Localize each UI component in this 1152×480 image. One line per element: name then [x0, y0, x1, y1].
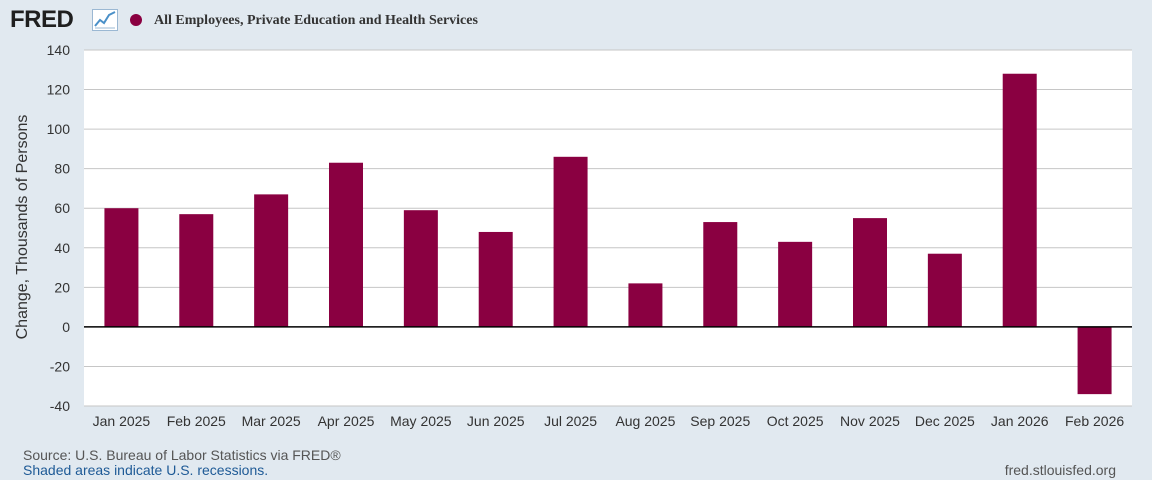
bar-oct-2025[interactable] — [778, 241, 813, 327]
x-tick-label: Sep 2025 — [690, 413, 750, 429]
bar-apr-2025[interactable] — [329, 162, 363, 327]
y-tick-label: 140 — [47, 42, 71, 58]
y-tick-label: -20 — [50, 358, 70, 374]
x-tick-label: Feb 2026 — [1065, 413, 1124, 429]
x-tick-label: Nov 2025 — [840, 413, 900, 429]
bar-sep-2025[interactable] — [703, 222, 738, 327]
bar-mar-2025[interactable] — [254, 194, 289, 327]
x-tick-label: May 2025 — [390, 413, 452, 429]
bar-jan-2025[interactable] — [104, 208, 139, 327]
trend-line-icon — [92, 9, 118, 31]
bar-jun-2025[interactable] — [478, 231, 513, 327]
x-tick-label: Dec 2025 — [915, 413, 975, 429]
bar-feb-2026[interactable] — [1077, 326, 1112, 395]
series-title: All Employees, Private Education and Hea… — [154, 13, 478, 28]
y-axis-ticks: -40 -20 0 20 40 60 80 100 120 140 — [47, 42, 71, 414]
source-note: Source: U.S. Bureau of Labor Statistics … — [23, 447, 341, 463]
bars — [104, 73, 1112, 395]
x-tick-label: Feb 2025 — [167, 413, 226, 429]
bar-may-2025[interactable] — [403, 210, 438, 327]
bar-jan-2026[interactable] — [1002, 73, 1037, 327]
fred-url-link[interactable]: fred.stlouisfed.org — [1004, 462, 1116, 478]
bar-feb-2025[interactable] — [179, 214, 214, 327]
plot-background — [84, 50, 1132, 406]
x-tick-label: Jul 2025 — [544, 413, 597, 429]
legend-marker — [130, 14, 142, 26]
x-tick-label: Jun 2025 — [467, 413, 525, 429]
y-tick-label: 60 — [54, 200, 70, 216]
x-tick-label: Jan 2026 — [991, 413, 1049, 429]
y-tick-label: -40 — [50, 398, 70, 414]
y-axis-label: Change, Thousands of Persons — [14, 115, 31, 340]
x-tick-label: Mar 2025 — [242, 413, 301, 429]
y-tick-label: 100 — [47, 121, 71, 137]
x-axis-ticks: Jan 2025 Feb 2025 Mar 2025 Apr 2025 May 2025… — [93, 413, 1125, 429]
x-tick-label: Jan 2025 — [93, 413, 151, 429]
x-tick-label: Aug 2025 — [615, 413, 675, 429]
y-tick-label: 40 — [54, 240, 70, 256]
bar-aug-2025[interactable] — [628, 283, 663, 327]
bar-dec-2025[interactable] — [927, 253, 962, 327]
fred-logo[interactable]: FRED — [10, 6, 74, 33]
chart-header: FRED All Employees, Private Education an… — [0, 0, 1152, 44]
y-tick-label: 0 — [62, 319, 70, 335]
y-tick-label: 120 — [47, 82, 71, 98]
x-tick-label: Apr 2025 — [318, 413, 375, 429]
y-tick-label: 80 — [54, 161, 70, 177]
x-tick-label: Oct 2025 — [767, 413, 824, 429]
recession-note-link[interactable]: Shaded areas indicate U.S. recessions. — [23, 462, 269, 478]
chart-area: -40 -20 0 20 40 60 80 100 120 140 Jan 2025 Feb 202… — [14, 42, 1132, 429]
bar-jul-2025[interactable] — [553, 156, 588, 327]
bar-nov-2025[interactable] — [853, 218, 887, 327]
y-tick-label: 20 — [54, 279, 70, 295]
